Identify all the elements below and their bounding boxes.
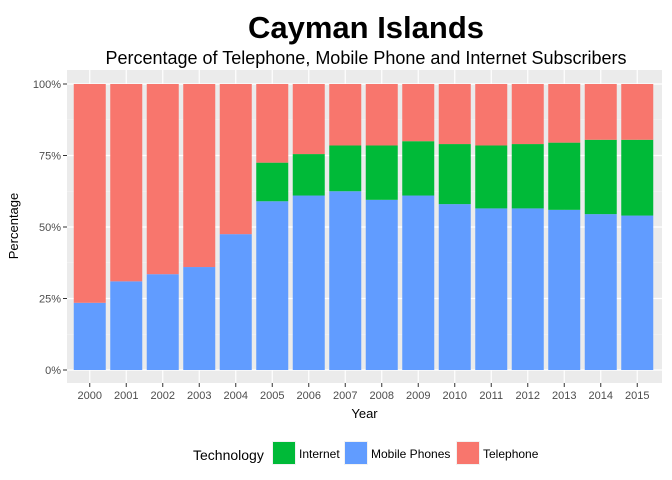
bar-mobile-phones-2000 <box>73 302 106 370</box>
y-tick-label: 50% <box>39 222 61 234</box>
bar-telephone-2002 <box>146 84 179 275</box>
bar-internet-2006 <box>292 154 325 196</box>
legend-key-mobile-phones <box>345 442 367 464</box>
legend-key-internet <box>273 442 295 464</box>
bar-internet-2008 <box>365 145 398 200</box>
bar-telephone-2010 <box>438 84 471 145</box>
y-axis: 0% 25% 50% 75% 100% <box>33 79 67 377</box>
bar-telephone-2004 <box>219 84 252 235</box>
bar-mobile-phones-2014 <box>584 214 617 370</box>
x-tick-label: 2007 <box>333 390 357 402</box>
legend-label: Mobile Phones <box>371 447 450 461</box>
bar-mobile-phones-2013 <box>548 209 581 370</box>
bar-telephone-2006 <box>292 84 325 155</box>
bars <box>73 84 654 370</box>
x-tick-label: 2001 <box>114 390 138 402</box>
legend-title: Technology <box>193 447 264 463</box>
x-tick-label: 2006 <box>297 390 321 402</box>
bar-mobile-phones-2008 <box>365 199 398 370</box>
bar-mobile-phones-2015 <box>621 215 654 370</box>
bar-telephone-2003 <box>183 84 216 268</box>
bar-internet-2009 <box>402 141 435 196</box>
y-tick-label: 75% <box>39 151 61 163</box>
x-tick-label: 2004 <box>224 390 248 402</box>
x-tick-label: 2008 <box>370 390 394 402</box>
x-tick-label: 2005 <box>260 390 284 402</box>
x-tick-label: 2013 <box>552 390 576 402</box>
bar-mobile-phones-2001 <box>110 281 143 370</box>
bar-mobile-phones-2010 <box>438 204 471 370</box>
chart-subtitle: Percentage of Telephone, Mobile Phone an… <box>105 48 626 68</box>
legend-label: Telephone <box>483 447 539 461</box>
bar-telephone-2013 <box>548 84 581 143</box>
bar-internet-2013 <box>548 142 581 210</box>
x-tick-label: 2010 <box>443 390 467 402</box>
bar-mobile-phones-2007 <box>329 191 362 370</box>
x-tick-label: 2009 <box>406 390 430 402</box>
bar-telephone-2014 <box>584 84 617 140</box>
bar-mobile-phones-2011 <box>475 208 508 370</box>
bar-telephone-2008 <box>365 84 398 146</box>
bar-internet-2012 <box>511 144 544 209</box>
bar-internet-2010 <box>438 144 471 205</box>
x-tick-label: 2012 <box>516 390 540 402</box>
bar-telephone-2005 <box>256 84 289 163</box>
bar-telephone-2007 <box>329 84 362 146</box>
bar-telephone-2012 <box>511 84 544 145</box>
bar-mobile-phones-2006 <box>292 195 325 370</box>
bar-mobile-phones-2004 <box>219 234 252 370</box>
legend-key-telephone <box>457 442 479 464</box>
legend: Technology Internet Mobile Phones Telephon… <box>193 441 539 465</box>
chart-title: Cayman Islands <box>248 10 484 45</box>
bar-internet-2011 <box>475 145 508 209</box>
x-tick-label: 2011 <box>479 390 503 402</box>
bar-internet-2005 <box>256 162 289 202</box>
bar-telephone-2015 <box>621 84 654 140</box>
y-tick-label: 25% <box>39 294 61 306</box>
bar-internet-2015 <box>621 139 654 216</box>
y-tick-label: 0% <box>45 365 61 377</box>
y-axis-title: Percentage <box>6 193 21 260</box>
x-tick-label: 2015 <box>625 390 649 402</box>
x-tick-label: 2000 <box>78 390 102 402</box>
bar-mobile-phones-2009 <box>402 195 435 370</box>
bar-mobile-phones-2012 <box>511 208 544 370</box>
x-axis: 2000 2001 2002 2003 2004 2005 2006 2007 2008 2009… <box>78 383 649 402</box>
x-axis-title: Year <box>351 406 378 421</box>
bar-internet-2007 <box>329 145 362 192</box>
bar-mobile-phones-2003 <box>183 267 216 370</box>
bar-telephone-2009 <box>402 84 435 142</box>
bar-mobile-phones-2002 <box>146 274 179 370</box>
bar-mobile-phones-2005 <box>256 201 289 370</box>
bar-telephone-2011 <box>475 84 508 146</box>
bar-telephone-2001 <box>110 84 143 282</box>
bar-telephone-2000 <box>73 84 106 303</box>
x-tick-label: 2014 <box>589 390 613 402</box>
bar-internet-2014 <box>584 139 617 215</box>
x-tick-label: 2002 <box>151 390 175 402</box>
legend-label: Internet <box>299 447 340 461</box>
x-tick-label: 2003 <box>187 390 211 402</box>
y-tick-label: 100% <box>33 79 61 91</box>
